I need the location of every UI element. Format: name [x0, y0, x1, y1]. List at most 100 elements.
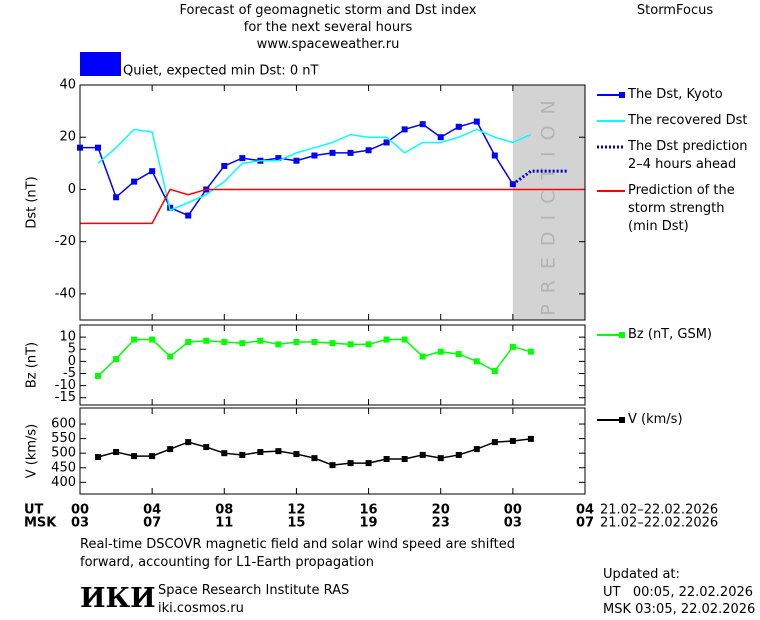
data-point	[95, 453, 102, 460]
data-point	[401, 336, 408, 343]
y-axis-label: Dst (nT)	[25, 176, 40, 228]
data-point	[203, 444, 210, 451]
legend-swatch	[597, 190, 625, 192]
y-tick-label: 400	[51, 475, 76, 490]
data-point	[365, 460, 372, 467]
data-point	[185, 338, 192, 345]
ut-dates: 21.02–22.02.2026	[600, 503, 718, 518]
data-point	[95, 372, 102, 379]
data-point	[473, 358, 480, 365]
legend-item: Prediction of the storm strength (min Ds…	[597, 182, 748, 236]
data-point	[239, 340, 246, 347]
data-point	[113, 194, 120, 201]
status-swatch	[80, 52, 121, 76]
data-point	[221, 338, 228, 345]
ut-label: UT	[24, 503, 44, 518]
series-line	[97, 438, 531, 466]
status-label: Quiet, expected min Dst: 0 nT	[123, 64, 318, 79]
brand: StormFocus	[636, 3, 714, 18]
y-tick-label: 10	[59, 330, 76, 345]
data-point	[131, 336, 138, 343]
legend-swatch	[597, 120, 625, 122]
y-tick-label: 600	[51, 417, 76, 432]
msk-label: MSK	[24, 516, 57, 531]
data-point	[311, 455, 318, 462]
y-axis-label: Bz (nT)	[25, 342, 40, 388]
data-point	[401, 126, 408, 133]
data-point	[437, 455, 444, 462]
data-point	[149, 168, 156, 175]
data-point	[437, 134, 444, 141]
series-line	[97, 128, 532, 212]
legend-label: The recovered Dst	[628, 113, 748, 128]
legend-marker	[619, 417, 625, 423]
data-point	[491, 152, 498, 159]
x-tick-label: 00	[71, 503, 89, 518]
data-point	[383, 139, 390, 146]
data-point	[455, 123, 462, 130]
msk-dates: 21.02–22.02.2026	[600, 516, 718, 531]
legend-label: Prediction of the storm strength (min Ds…	[628, 183, 735, 234]
data-point	[221, 162, 228, 169]
data-point	[113, 449, 120, 456]
legend: Bz (nT, GSM)	[597, 326, 712, 344]
series-line	[80, 120, 514, 217]
data-point	[311, 152, 318, 159]
x2-tick-label: 03	[71, 516, 89, 531]
data-point	[383, 336, 390, 343]
data-point	[311, 338, 318, 345]
plot-frame	[79, 324, 586, 406]
note: Real-time DSCOVR magnetic field and sola…	[80, 537, 516, 570]
series-line	[97, 338, 532, 377]
data-point	[509, 343, 516, 350]
data-point	[257, 449, 264, 456]
data-point	[293, 338, 300, 345]
data-point	[419, 353, 426, 360]
x2-tick-label: 23	[432, 516, 450, 531]
data-point	[365, 147, 372, 154]
prediction-zone	[512, 85, 585, 320]
data-point	[419, 451, 426, 458]
data-point	[329, 340, 336, 347]
x-tick-label: 04	[143, 503, 161, 518]
data-point	[185, 439, 192, 446]
y-tick-label: 20	[59, 130, 76, 145]
y-tick-label: 40	[59, 78, 76, 93]
data-point	[419, 121, 426, 128]
y-tick-label: 450	[51, 460, 76, 475]
y-tick-label: 500	[51, 446, 76, 461]
logo: ИКИ	[80, 583, 156, 614]
legend-swatch	[597, 417, 625, 423]
data-point	[347, 341, 354, 348]
updated-msk: MSK 03:05, 22.02.2026	[603, 602, 756, 617]
legend-label: The Dst, Kyoto	[628, 87, 723, 102]
legend: The Dst, Kyoto The recovered Dst The Dst p…	[597, 86, 748, 236]
plot-frame	[79, 84, 586, 321]
legend-swatch	[597, 92, 625, 98]
legend-marker	[619, 92, 625, 98]
data-point	[167, 446, 174, 453]
data-point	[401, 456, 408, 463]
data-point	[491, 368, 498, 375]
legend: V (km/s)	[597, 411, 683, 429]
plot-frame	[79, 407, 586, 495]
data-point	[131, 178, 138, 185]
y-axis-label: V (km/s)	[25, 424, 40, 479]
url: iki.cosmos.ru	[158, 601, 244, 616]
data-point	[437, 348, 444, 355]
data-point	[329, 149, 336, 156]
data-point	[293, 157, 300, 164]
legend-label: V (km/s)	[628, 412, 683, 427]
data-point	[509, 437, 516, 444]
y-tick-label: -15	[55, 390, 76, 405]
x2-tick-label: 15	[287, 516, 305, 531]
data-point	[275, 448, 282, 455]
x2-tick-label: 07	[576, 516, 594, 531]
data-point	[149, 336, 156, 343]
data-point	[365, 341, 372, 348]
data-point	[113, 355, 120, 362]
institute: Space Research Institute RAS	[158, 583, 350, 598]
legend-label: Bz (nT, GSM)	[628, 327, 713, 342]
x2-tick-label: 19	[360, 516, 378, 531]
